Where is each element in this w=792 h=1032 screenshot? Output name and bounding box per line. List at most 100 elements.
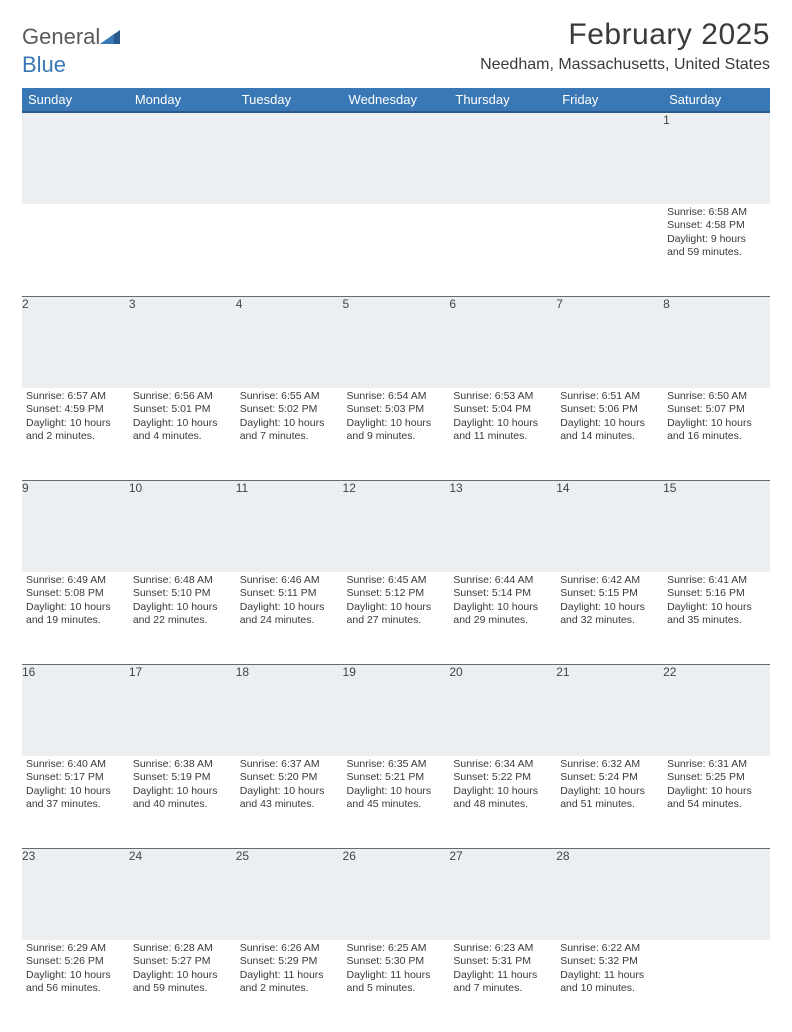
day-content-row: Sunrise: 6:29 AMSunset: 5:26 PMDaylight:… [22,940,770,1032]
day-cell: Sunrise: 6:45 AMSunset: 5:12 PMDaylight:… [343,572,450,664]
day-cell [556,204,663,296]
logo-text-blue: Blue [22,52,66,77]
weekday-header: Wednesday [343,88,450,112]
day-content-row: Sunrise: 6:58 AMSunset: 4:58 PMDaylight:… [22,204,770,296]
logo: General Blue [22,24,122,78]
day-cell: Sunrise: 6:54 AMSunset: 5:03 PMDaylight:… [343,388,450,480]
day-number-cell: 9 [22,480,129,572]
day-cell: Sunrise: 6:57 AMSunset: 4:59 PMDaylight:… [22,388,129,480]
logo-triangle-icon [100,26,122,52]
day-body: Sunrise: 6:50 AMSunset: 5:07 PMDaylight:… [663,388,770,448]
day-cell: Sunrise: 6:23 AMSunset: 5:31 PMDaylight:… [449,940,556,1032]
day-body: Sunrise: 6:26 AMSunset: 5:29 PMDaylight:… [236,940,343,1000]
day-number-cell [129,112,236,204]
day-number-cell [663,848,770,940]
day-number-row: 232425262728 [22,848,770,940]
day-number-cell: 20 [449,664,556,756]
day-body: Sunrise: 6:23 AMSunset: 5:31 PMDaylight:… [449,940,556,1000]
day-body: Sunrise: 6:35 AMSunset: 5:21 PMDaylight:… [343,756,450,816]
day-content-row: Sunrise: 6:57 AMSunset: 4:59 PMDaylight:… [22,388,770,480]
day-number-cell [556,112,663,204]
day-number-cell [236,112,343,204]
day-body [22,204,129,210]
logo-text-general: General [22,24,100,49]
day-body: Sunrise: 6:41 AMSunset: 5:16 PMDaylight:… [663,572,770,632]
day-number-cell: 26 [343,848,450,940]
day-number-cell: 12 [343,480,450,572]
day-number-cell: 4 [236,296,343,388]
day-number-row: 1 [22,112,770,204]
weekday-header: Sunday [22,88,129,112]
day-number-cell: 3 [129,296,236,388]
day-cell: Sunrise: 6:58 AMSunset: 4:58 PMDaylight:… [663,204,770,296]
day-body: Sunrise: 6:31 AMSunset: 5:25 PMDaylight:… [663,756,770,816]
day-body: Sunrise: 6:49 AMSunset: 5:08 PMDaylight:… [22,572,129,632]
day-body: Sunrise: 6:42 AMSunset: 5:15 PMDaylight:… [556,572,663,632]
day-cell: Sunrise: 6:53 AMSunset: 5:04 PMDaylight:… [449,388,556,480]
header: General Blue February 2025 Needham, Mass… [22,18,770,78]
page-title: February 2025 [480,18,770,52]
day-body [663,940,770,946]
day-number-cell: 14 [556,480,663,572]
day-cell: Sunrise: 6:26 AMSunset: 5:29 PMDaylight:… [236,940,343,1032]
day-body: Sunrise: 6:34 AMSunset: 5:22 PMDaylight:… [449,756,556,816]
weekday-header: Thursday [449,88,556,112]
day-cell: Sunrise: 6:31 AMSunset: 5:25 PMDaylight:… [663,756,770,848]
weekday-header: Tuesday [236,88,343,112]
day-body: Sunrise: 6:29 AMSunset: 5:26 PMDaylight:… [22,940,129,1000]
day-body: Sunrise: 6:25 AMSunset: 5:30 PMDaylight:… [343,940,450,1000]
day-body: Sunrise: 6:54 AMSunset: 5:03 PMDaylight:… [343,388,450,448]
day-number-cell: 7 [556,296,663,388]
day-number-cell [343,112,450,204]
day-body [449,204,556,210]
day-number-row: 2345678 [22,296,770,388]
day-number-cell: 10 [129,480,236,572]
day-number-row: 16171819202122 [22,664,770,756]
day-cell: Sunrise: 6:35 AMSunset: 5:21 PMDaylight:… [343,756,450,848]
calendar-table: Sunday Monday Tuesday Wednesday Thursday… [22,88,770,1032]
title-block: February 2025 Needham, Massachusetts, Un… [480,18,770,74]
day-number-cell: 27 [449,848,556,940]
day-number-cell [449,112,556,204]
day-cell: Sunrise: 6:42 AMSunset: 5:15 PMDaylight:… [556,572,663,664]
day-cell [129,204,236,296]
day-cell [343,204,450,296]
weekday-header-row: Sunday Monday Tuesday Wednesday Thursday… [22,88,770,112]
day-cell: Sunrise: 6:44 AMSunset: 5:14 PMDaylight:… [449,572,556,664]
day-number-cell: 25 [236,848,343,940]
logo-text: General Blue [22,24,122,78]
day-content-row: Sunrise: 6:49 AMSunset: 5:08 PMDaylight:… [22,572,770,664]
day-body: Sunrise: 6:37 AMSunset: 5:20 PMDaylight:… [236,756,343,816]
weekday-header: Monday [129,88,236,112]
day-number-cell: 21 [556,664,663,756]
day-cell: Sunrise: 6:46 AMSunset: 5:11 PMDaylight:… [236,572,343,664]
day-cell: Sunrise: 6:38 AMSunset: 5:19 PMDaylight:… [129,756,236,848]
day-number-cell: 13 [449,480,556,572]
day-body: Sunrise: 6:40 AMSunset: 5:17 PMDaylight:… [22,756,129,816]
day-cell [663,940,770,1032]
day-cell [22,204,129,296]
day-body: Sunrise: 6:44 AMSunset: 5:14 PMDaylight:… [449,572,556,632]
day-number-cell: 15 [663,480,770,572]
day-body: Sunrise: 6:22 AMSunset: 5:32 PMDaylight:… [556,940,663,1000]
day-body: Sunrise: 6:28 AMSunset: 5:27 PMDaylight:… [129,940,236,1000]
day-cell: Sunrise: 6:29 AMSunset: 5:26 PMDaylight:… [22,940,129,1032]
day-number-cell: 19 [343,664,450,756]
day-number-cell: 18 [236,664,343,756]
day-cell: Sunrise: 6:34 AMSunset: 5:22 PMDaylight:… [449,756,556,848]
day-number-cell: 22 [663,664,770,756]
day-body: Sunrise: 6:45 AMSunset: 5:12 PMDaylight:… [343,572,450,632]
day-body [236,204,343,210]
day-body [129,204,236,210]
day-body [343,204,450,210]
day-body: Sunrise: 6:51 AMSunset: 5:06 PMDaylight:… [556,388,663,448]
day-number-cell: 1 [663,112,770,204]
day-number-cell: 8 [663,296,770,388]
day-number-cell: 11 [236,480,343,572]
day-cell: Sunrise: 6:49 AMSunset: 5:08 PMDaylight:… [22,572,129,664]
day-body: Sunrise: 6:32 AMSunset: 5:24 PMDaylight:… [556,756,663,816]
day-body: Sunrise: 6:38 AMSunset: 5:19 PMDaylight:… [129,756,236,816]
day-cell: Sunrise: 6:40 AMSunset: 5:17 PMDaylight:… [22,756,129,848]
day-body: Sunrise: 6:58 AMSunset: 4:58 PMDaylight:… [663,204,770,264]
day-number-cell: 2 [22,296,129,388]
